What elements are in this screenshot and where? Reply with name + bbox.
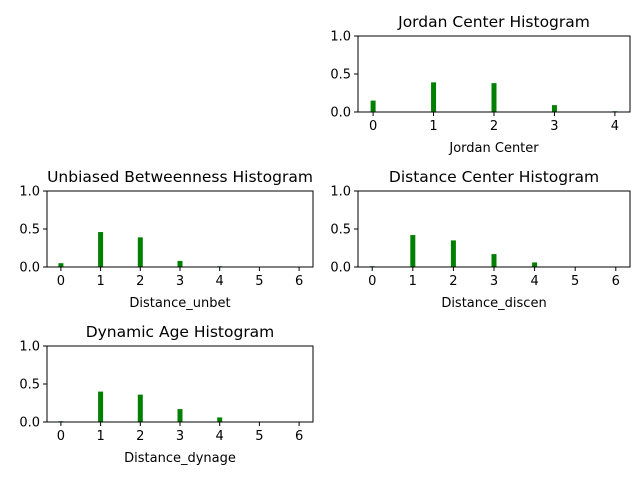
y-tick-label: 1.0 <box>330 30 351 45</box>
chart-title: Jordan Center Histogram <box>397 13 590 31</box>
y-tick-label: 0.5 <box>19 378 40 393</box>
y-tick-label: 0.5 <box>330 68 351 83</box>
y-tick-label: 0.0 <box>19 416 40 431</box>
x-tick-label: 2 <box>136 429 144 444</box>
histogram-bar <box>431 82 437 112</box>
x-tick-label: 4 <box>216 429 224 444</box>
chart-title: Unbiased Betweenness Histogram <box>47 168 313 186</box>
x-tick-label: 0 <box>369 119 377 134</box>
distance-center-histogram: 0 1 2 3 4 5 6 0.0 0.5 1.0 Distance Center Histogra… <box>330 168 631 311</box>
histogram-bar <box>370 100 376 112</box>
x-tick-label: 5 <box>255 429 263 444</box>
x-axis-label: Jordan Center <box>448 141 539 156</box>
jordan-center-histogram: 0 1 2 3 4 0.0 0.5 1.0 Jordan Center Histogram Jor… <box>330 13 631 156</box>
x-tick-label: 0 <box>368 274 376 289</box>
x-tick-label: 3 <box>176 429 184 444</box>
x-axis-label: Distance_dynage <box>124 451 236 466</box>
x-tick-label: 4 <box>611 119 619 134</box>
histogram-bar <box>98 391 104 422</box>
histogram-bar <box>177 260 183 267</box>
x-axis-label: Distance_unbet <box>129 296 230 311</box>
y-tick-label: 1.0 <box>330 185 351 200</box>
y-tick-label: 1.0 <box>19 185 40 200</box>
x-tick-label: 1 <box>429 119 437 134</box>
y-tick-label: 0.5 <box>19 223 40 238</box>
y-tick-label: 0.5 <box>330 223 351 238</box>
histogram-bar <box>450 240 456 267</box>
histogram-bar <box>410 235 416 267</box>
y-tick-label: 0.0 <box>330 261 351 276</box>
x-tick-label: 0 <box>57 429 65 444</box>
x-tick-label: 5 <box>255 274 263 289</box>
x-tick-label: 1 <box>96 274 104 289</box>
x-tick-label: 5 <box>571 274 579 289</box>
y-tick-label: 1.0 <box>19 340 40 355</box>
x-tick-label: 2 <box>490 119 498 134</box>
histogram-bar <box>551 105 557 112</box>
histogram-bar <box>137 237 143 267</box>
histogram-bar <box>491 83 497 112</box>
y-tick-label: 0.0 <box>330 106 351 121</box>
histogram-bar <box>491 254 497 267</box>
unbiased-betweenness-histogram: 0 1 2 3 4 5 6 0.0 0.5 1.0 Unbiased Betweenness His… <box>19 168 314 311</box>
histogram-bar <box>58 263 64 267</box>
x-tick-label: 6 <box>295 429 303 444</box>
x-tick-label: 1 <box>409 274 417 289</box>
x-axis-label: Distance_discen <box>441 296 546 311</box>
chart-title: Distance Center Histogram <box>389 168 599 186</box>
x-tick-label: 0 <box>57 274 65 289</box>
dynamic-age-histogram: 0 1 2 3 4 5 6 0.0 0.5 1.0 Dynamic Age Histogram Dis… <box>19 323 314 466</box>
x-tick-label: 1 <box>96 429 104 444</box>
histogram-bar <box>137 394 143 422</box>
y-tick-label: 0.0 <box>19 261 40 276</box>
axes-frame <box>46 190 314 268</box>
x-tick-label: 3 <box>550 119 558 134</box>
x-tick-label: 6 <box>295 274 303 289</box>
x-tick-label: 4 <box>530 274 538 289</box>
x-tick-label: 4 <box>216 274 224 289</box>
chart-title: Dynamic Age Histogram <box>86 323 275 341</box>
histogram-bar <box>532 262 538 267</box>
histogram-bar <box>177 409 183 422</box>
x-tick-label: 6 <box>612 274 620 289</box>
histogram-bar <box>217 417 223 422</box>
histogram-bar <box>98 232 104 267</box>
x-tick-label: 3 <box>176 274 184 289</box>
x-tick-label: 2 <box>136 274 144 289</box>
x-tick-label: 3 <box>490 274 498 289</box>
x-tick-label: 2 <box>449 274 457 289</box>
